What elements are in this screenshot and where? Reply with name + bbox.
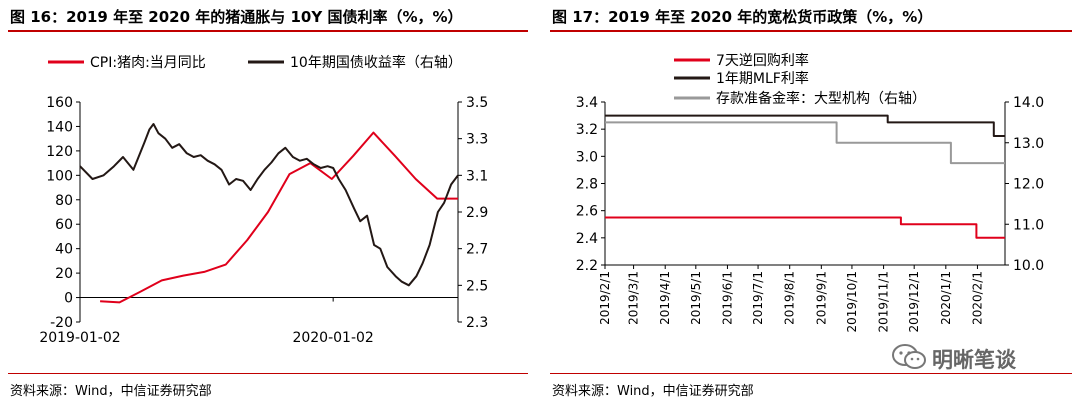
right-chart-title: 图 17：2019 年至 2020 年的宽松货币政策（%，%）	[552, 8, 933, 26]
y-tick-label-left: 3.0	[576, 149, 598, 165]
y-tick-label-left: 160	[46, 95, 73, 111]
y-tick-label-left: 2.8	[576, 177, 598, 193]
y-tick-label-left: 3.2	[576, 122, 598, 138]
legend-label-1: 7天逆回购利率	[716, 52, 809, 69]
x-tick-label: 2019/2/1	[598, 271, 612, 325]
y-tick-label-left: 3.4	[576, 95, 598, 111]
right-source-note: 资料来源：Wind，中信证券研究部	[552, 384, 754, 399]
y-tick-label-right: 10.0	[1013, 258, 1044, 274]
series-line-2	[605, 114, 1005, 137]
watermark: 明晰笔谈	[880, 342, 1060, 372]
series-line-2	[79, 123, 459, 287]
left-source-note: 资料来源：Wind，中信证券研究部	[10, 384, 212, 399]
y-tick-label-right: 12.0	[1013, 177, 1044, 193]
legend-label-3: 存款准备金率：大型机构（右轴）	[716, 90, 926, 107]
right-title-rule	[550, 30, 1072, 32]
x-tick-label: 2019/5/1	[689, 271, 703, 325]
watermark-text: 明晰笔谈	[932, 348, 1016, 372]
x-tick-label: 2019/6/1	[720, 271, 734, 325]
left-source-rule	[8, 373, 528, 374]
y-tick-label-left: -20	[50, 315, 73, 331]
right-chart: 2.2 2.4 2.6 2.8 3.0 3.2 3.4 10.0 11.0 12.0 13.0 14.…	[576, 52, 1044, 333]
y-tick-label-left: 60	[55, 217, 73, 233]
legend-label-1: CPI:猪肉:当月同比	[90, 55, 206, 71]
series-line-1	[100, 131, 458, 304]
left-title-rule	[8, 30, 528, 32]
y-tick-label-right: 2.9	[466, 205, 488, 221]
series-line-3	[605, 121, 1005, 165]
y-tick-label-left: 2.6	[576, 204, 598, 220]
x-tick-label: 2019/3/1	[627, 271, 641, 325]
y-tick-label-left: 20	[55, 266, 73, 282]
y-tick-label-left: 80	[55, 193, 73, 209]
x-tick-label: 2020/1/1	[939, 271, 953, 325]
right-source-rule	[550, 373, 1072, 374]
y-tick-label-right: 2.7	[466, 242, 488, 258]
y-tick-label-left: 120	[46, 144, 73, 160]
y-tick-label-left: 40	[55, 242, 73, 258]
y-tick-label-right: 3.1	[466, 168, 488, 184]
legend-label-2: 1年期MLF利率	[716, 70, 809, 87]
left-chart-title: 图 16：2019 年至 2020 年的猪通胀与 10Y 国债利率（%，%）	[10, 8, 463, 26]
y-tick-label-left: 0	[64, 291, 73, 307]
series-line-1	[605, 216, 1005, 239]
x-tick-label: 2019/10/1	[845, 271, 859, 333]
y-tick-label-right: 2.5	[466, 278, 488, 294]
y-tick-label-right: 2.3	[466, 315, 488, 331]
x-tick-label: 2019/11/1	[877, 271, 891, 333]
y-tick-label-right: 13.0	[1013, 136, 1044, 152]
x-tick-label: 2019/9/1	[814, 271, 828, 325]
x-tick-label: 2020/2/1	[970, 271, 984, 325]
x-tick-label: 2019/7/1	[751, 271, 765, 325]
y-tick-label-left: 2.2	[576, 258, 598, 274]
x-tick-label: 2020-01-02	[292, 330, 373, 346]
x-tick-label: 2019/8/1	[783, 271, 797, 325]
y-tick-label-left: 140	[46, 119, 73, 135]
y-tick-label-right: 11.0	[1013, 217, 1044, 233]
x-tick-label: 2019/4/1	[658, 271, 672, 325]
legend-label-2: 10年期国债收益率（右轴）	[290, 54, 462, 71]
y-tick-label-right: 3.3	[466, 132, 488, 148]
wechat-icon	[892, 344, 926, 369]
x-tick-label: 2019/12/1	[907, 271, 921, 333]
y-tick-label-right: 14.0	[1013, 95, 1044, 111]
x-tick-label: 2019-01-02	[39, 330, 120, 346]
y-tick-label-right: 3.5	[466, 95, 488, 111]
y-tick-label-left: 100	[46, 168, 73, 184]
y-tick-label-left: 2.4	[576, 231, 598, 247]
left-chart: -20 0 20 40 60 80 100 120 140 160 2.3 2.5 2.7 2.9 3.1 3…	[39, 54, 488, 346]
